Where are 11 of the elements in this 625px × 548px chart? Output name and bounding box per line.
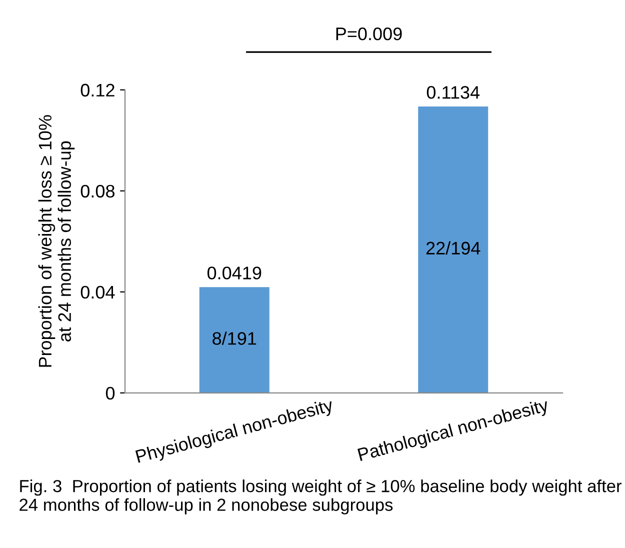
- text: P=0.009: [336, 27, 402, 40]
- data-label: 0.0419: [207, 266, 262, 280]
- y-tick-label: 0: [106, 386, 115, 400]
- y-axis-title: Proportion of weight loss ≥ 10% at 24 months of follow-up: [38, 115, 75, 367]
- annotation: 8/191: [212, 332, 256, 345]
- y-tick-label: 0.12: [80, 84, 114, 97]
- y-tick-label: 0.08: [80, 184, 114, 198]
- y-tick-label: 0.04: [80, 286, 115, 299]
- data-label: 0.1134: [426, 86, 480, 99]
- annotation: 22/194: [426, 241, 480, 255]
- caption: Fig. 3 Proportion of patients losing weight of ≥ 10% baseline body weight after 24 months of follow-up in 2 nonobese subgroups: [20, 480, 622, 514]
